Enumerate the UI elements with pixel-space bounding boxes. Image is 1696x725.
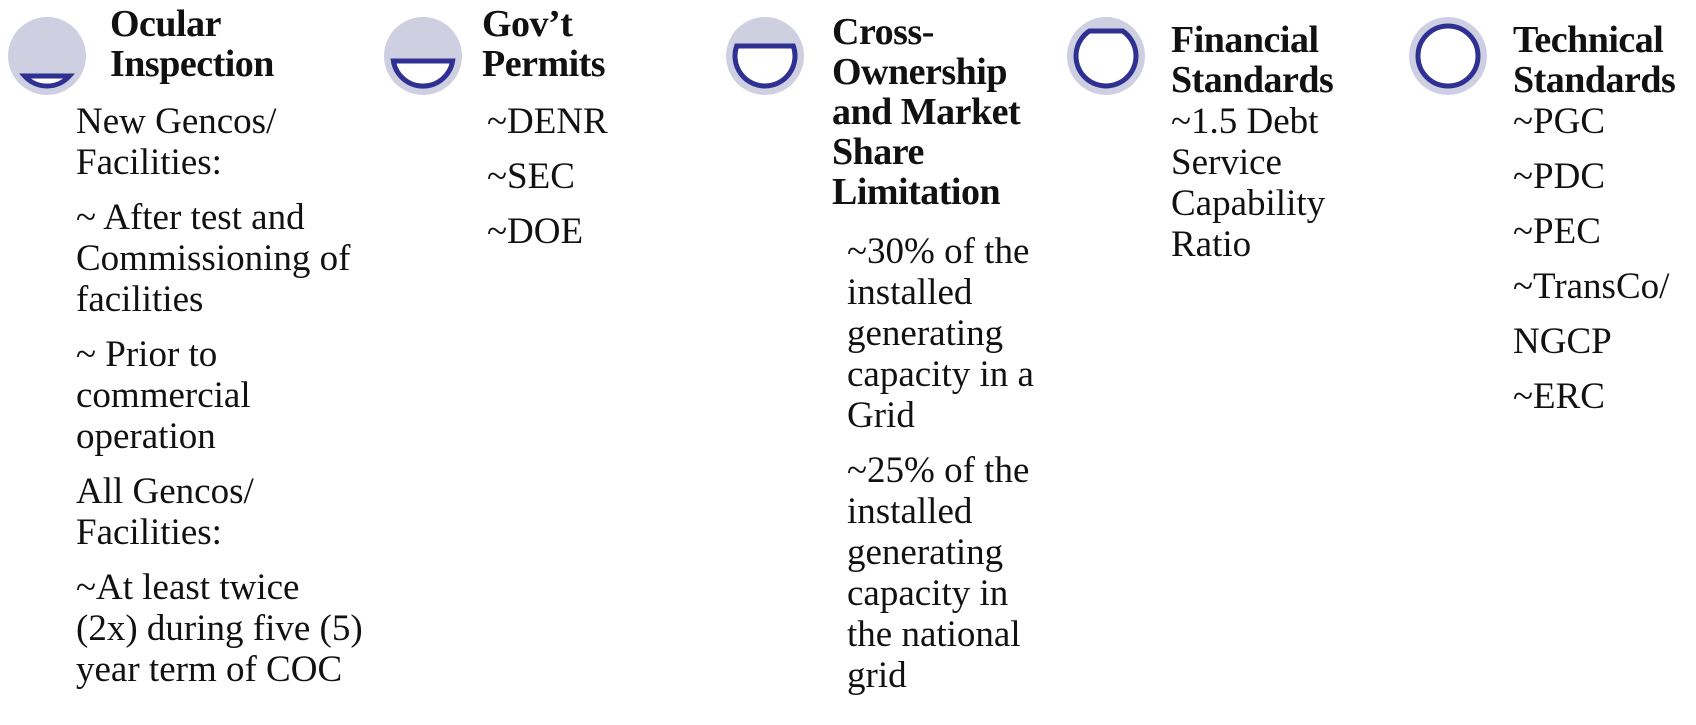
icon — [384, 17, 462, 95]
item: ~PDC — [1513, 156, 1605, 197]
icon — [726, 17, 804, 95]
item-list: ~30% of the installed generating capacit… — [847, 231, 1062, 710]
item: ~DENR — [487, 101, 608, 142]
item: ~TransCo/ — [1513, 266, 1670, 307]
item: ~SEC — [487, 156, 575, 197]
item: New Gencos/ Facilities: — [76, 101, 277, 183]
item: ~ Prior to commercial operation — [76, 334, 251, 457]
item: ~At least twice (2x) during five (5) yea… — [76, 567, 363, 690]
item: ~PGC — [1513, 101, 1605, 142]
item: ~ERC — [1513, 376, 1605, 417]
item: ~PEC — [1513, 211, 1601, 252]
heading: Ocular Inspection — [110, 3, 274, 85]
heading: Cross-Ownership and Market Share Limitat… — [832, 11, 1021, 213]
icon — [8, 17, 86, 95]
icon — [1409, 17, 1487, 95]
heading: Financial Standards — [1171, 19, 1334, 101]
item-list: New Gencos/ Facilities: ~ After test and … — [76, 101, 366, 704]
item: ~1.5 Debt Service Capability Ratio — [1171, 101, 1326, 265]
item: ~ After test and Commissioning of facili… — [76, 197, 351, 320]
item: NGCP — [1513, 321, 1612, 362]
item-list: ~DENR ~SEC ~DOE — [487, 101, 687, 266]
item-list: ~1.5 Debt Service Capability Ratio — [1171, 101, 1371, 279]
icon — [1067, 17, 1145, 95]
item: All Gencos/ Facilities: — [76, 471, 254, 553]
item: ~30% of the installed generating capacit… — [847, 231, 1034, 436]
item: ~25% of the installed generating capacit… — [847, 450, 1030, 696]
heading: Gov’t Permits — [482, 3, 606, 85]
item: ~DOE — [487, 211, 584, 252]
item-list: ~PGC ~PDC ~PEC ~TransCo/NGCP ~ERC — [1513, 101, 1696, 431]
heading: Technical Standards — [1513, 19, 1676, 101]
